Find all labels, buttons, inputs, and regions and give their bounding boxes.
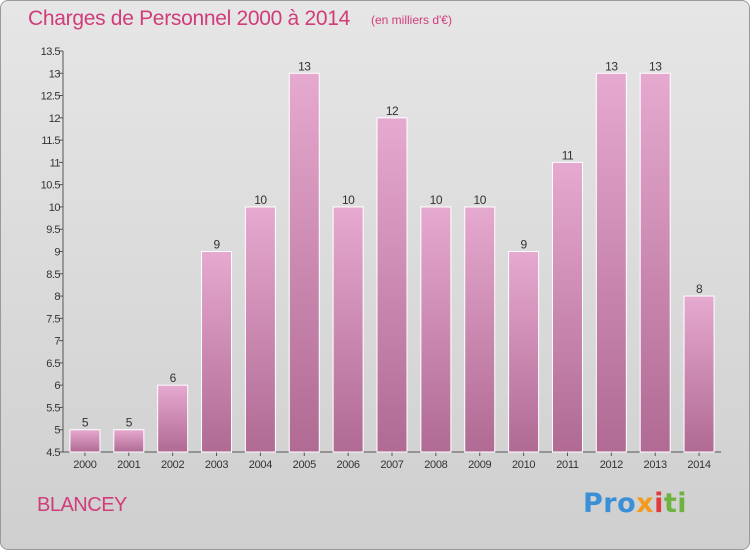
data-label: 13 xyxy=(649,59,662,73)
place-name: BLANCEY xyxy=(37,494,127,516)
y-tick-label: 7.5 xyxy=(46,313,60,325)
x-tick-label: 2001 xyxy=(117,459,140,471)
bar xyxy=(464,206,496,453)
data-label: 8 xyxy=(696,282,703,296)
x-tick-label: 2013 xyxy=(644,459,667,471)
x-tick-label: 2007 xyxy=(380,459,403,471)
x-tick-label: 2002 xyxy=(161,459,184,471)
y-tick-label: 9 xyxy=(54,247,60,259)
chart-title: Charges de Personnel 2000 à 2014 xyxy=(28,7,350,30)
x-tick-label: 2006 xyxy=(336,459,359,471)
data-label: 12 xyxy=(386,104,399,118)
chart-unit: (en milliers d'€) xyxy=(371,13,452,27)
bar xyxy=(69,429,101,453)
bar xyxy=(551,161,583,453)
y-tick-label: 9.5 xyxy=(46,224,60,236)
data-label: 6 xyxy=(170,371,177,385)
y-tick-label: 6.5 xyxy=(46,358,60,370)
bar xyxy=(595,72,627,453)
y-tick-label: 7 xyxy=(54,336,60,348)
bar xyxy=(639,72,671,453)
bar xyxy=(244,206,276,453)
x-tick-label: 2012 xyxy=(600,459,623,471)
data-label: 9 xyxy=(213,238,220,252)
y-tick-label: 12.5 xyxy=(41,91,61,103)
logo-part-4: ti xyxy=(663,488,688,519)
x-tick-label: 2000 xyxy=(73,459,96,471)
logo-part-2: x xyxy=(636,488,655,519)
y-tick-label: 8.5 xyxy=(46,269,60,281)
y-tick-label: 5.5 xyxy=(46,402,60,414)
bar xyxy=(508,251,540,453)
proxiti-logo[interactable]: Proxiti xyxy=(583,488,687,519)
data-label: 5 xyxy=(126,416,133,430)
y-tick-label: 12 xyxy=(49,113,61,125)
bar xyxy=(420,206,452,453)
x-tick-label: 2005 xyxy=(293,459,316,471)
data-label: 10 xyxy=(430,193,443,207)
y-tick-label: 10.5 xyxy=(41,180,61,192)
data-label: 13 xyxy=(298,59,311,73)
y-tick-label: 6 xyxy=(54,380,60,392)
x-tick-label: 2011 xyxy=(556,459,579,471)
logo-part-1: Pro xyxy=(583,488,637,519)
bar xyxy=(332,206,364,453)
y-tick-label: 13.5 xyxy=(41,46,61,58)
bar xyxy=(376,117,408,453)
data-label: 11 xyxy=(562,148,574,162)
bar xyxy=(288,72,320,453)
logo-part-3: i xyxy=(654,488,664,519)
data-label: 10 xyxy=(254,193,267,207)
y-tick-label: 11 xyxy=(50,157,61,169)
bar xyxy=(113,429,145,453)
data-label: 10 xyxy=(474,193,487,207)
x-tick-label: 2003 xyxy=(205,459,228,471)
data-label: 5 xyxy=(82,416,89,430)
y-tick-label: 5 xyxy=(54,425,60,437)
x-tick-label: 2014 xyxy=(687,459,710,471)
bar xyxy=(157,384,189,453)
y-tick-label: 13 xyxy=(49,68,61,80)
bar xyxy=(201,251,233,453)
data-label: 10 xyxy=(342,193,355,207)
x-tick-label: 2010 xyxy=(512,459,535,471)
bar xyxy=(683,295,715,453)
y-tick-label: 11.5 xyxy=(41,135,60,147)
x-tick-label: 2004 xyxy=(249,459,272,471)
y-tick-label: 10 xyxy=(49,202,61,214)
data-label: 9 xyxy=(521,238,528,252)
y-tick-label: 8 xyxy=(54,291,60,303)
x-tick-label: 2009 xyxy=(468,459,491,471)
y-tick-label: 4.5 xyxy=(46,447,60,459)
data-label: 13 xyxy=(605,59,618,73)
x-tick-label: 2008 xyxy=(424,459,447,471)
